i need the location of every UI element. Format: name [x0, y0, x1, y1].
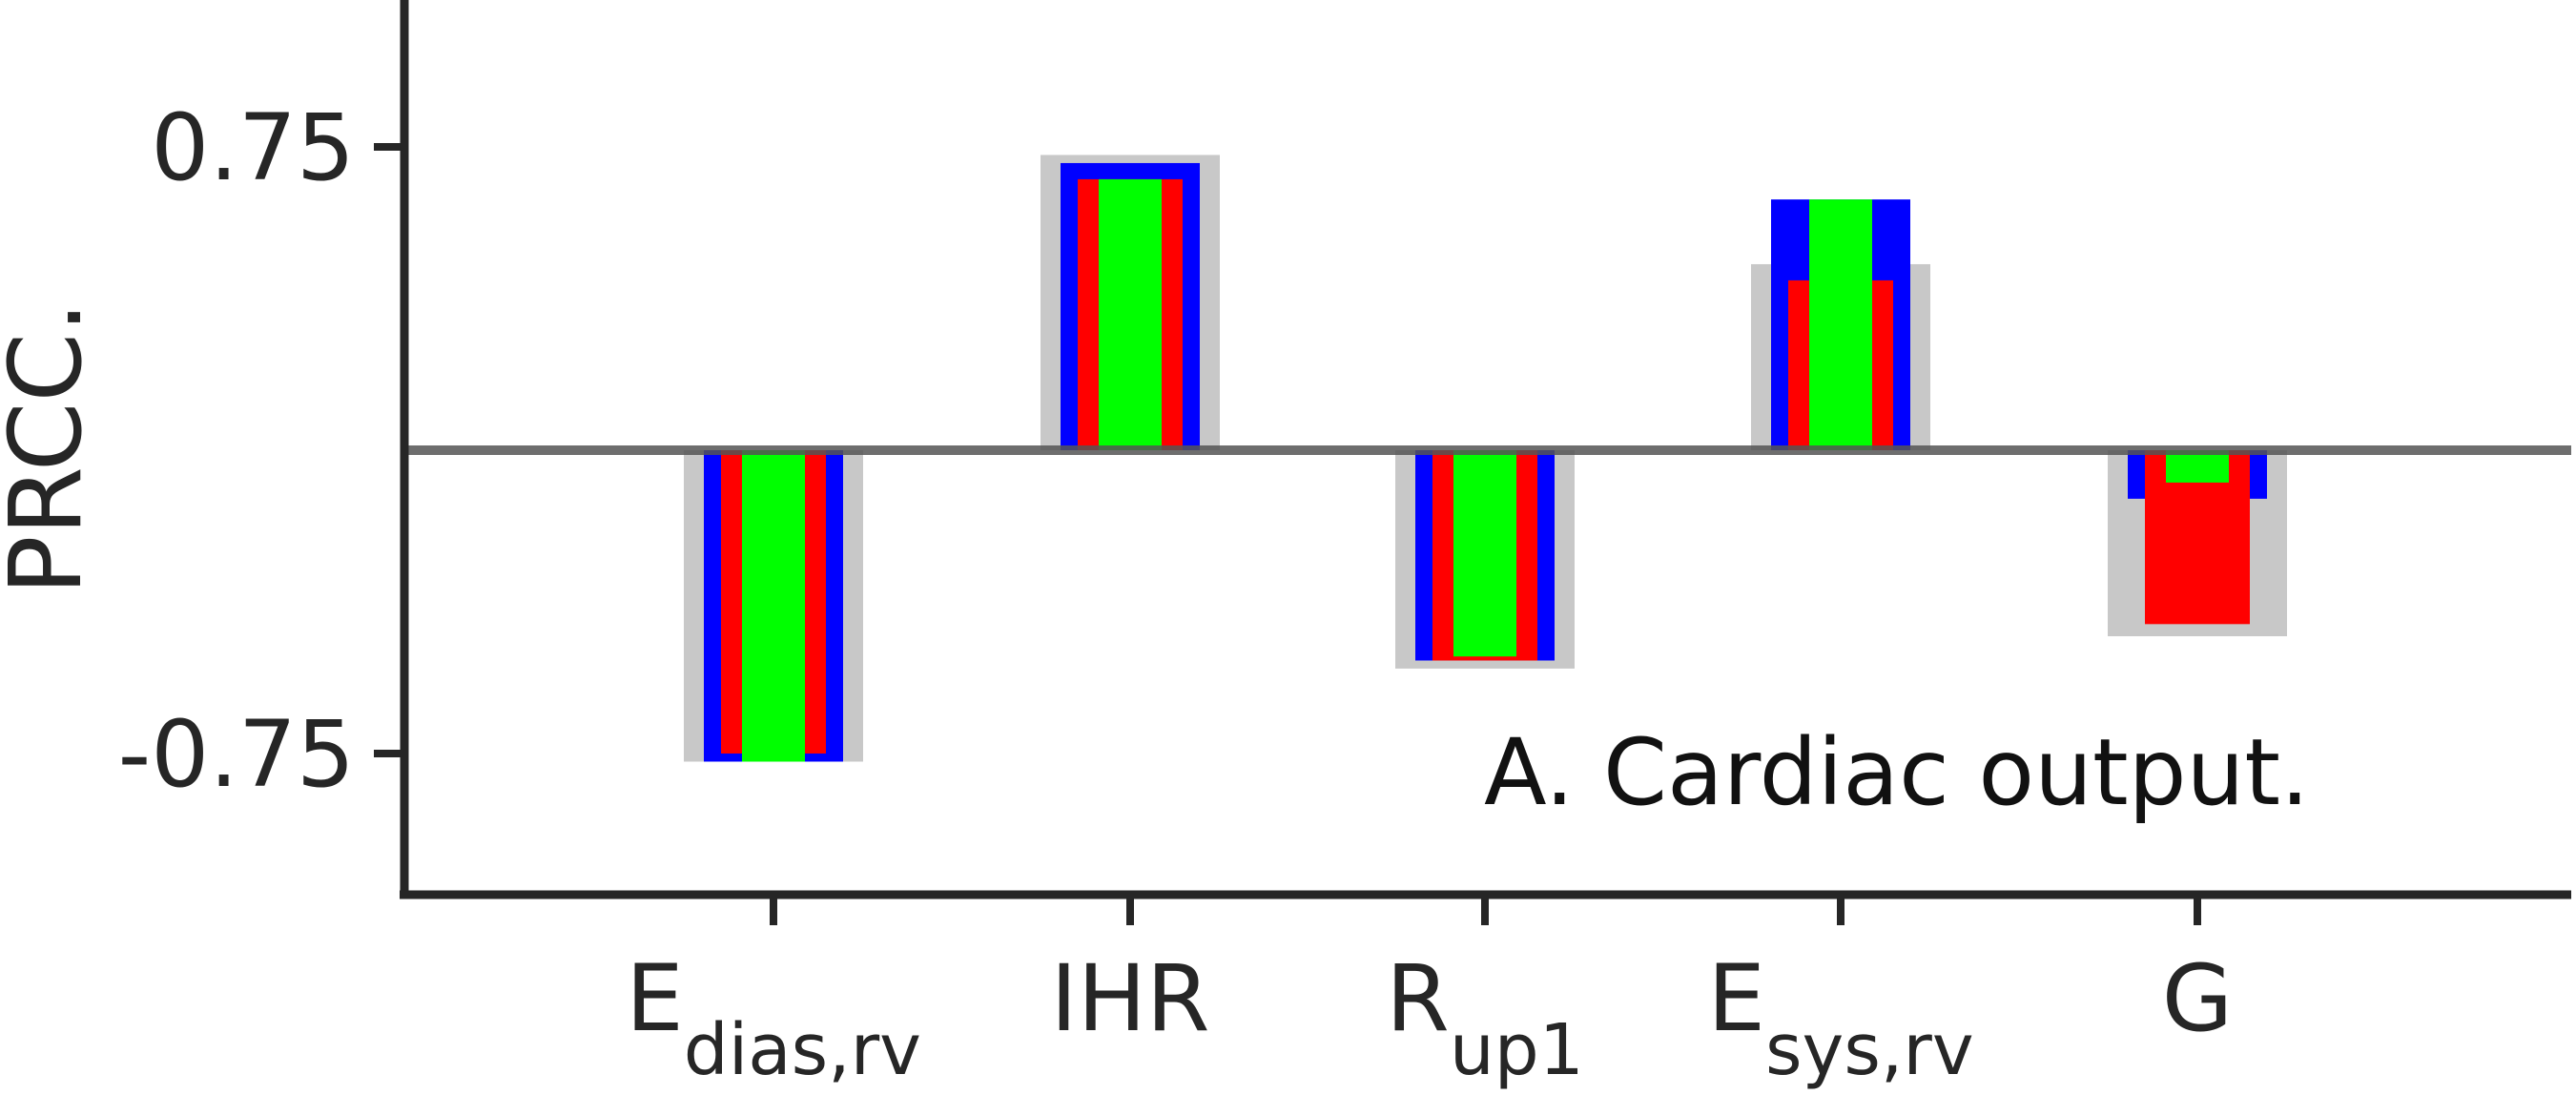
bar-series-3-cat-2	[1453, 450, 1516, 657]
y-ticks-layer: 0.75 -0.75	[118, 94, 401, 808]
chart-annotation: A. Cardiac output.	[1484, 719, 2310, 826]
y-tick-label: -0.75	[118, 701, 355, 808]
bar-series-3-cat-1	[1099, 178, 1162, 451]
x-tick-label: Edias,rv	[626, 945, 921, 1091]
bar-series-3-cat-4	[2166, 450, 2229, 483]
x-tick-label: Rup1	[1386, 945, 1584, 1091]
y-tick-label: 0.75	[151, 94, 355, 201]
x-tick-label: Esys,rv	[1707, 945, 1973, 1091]
x-tick-label: IHR	[1050, 945, 1209, 1052]
x-tick-label: G	[2162, 945, 2233, 1052]
y-axis-label: PRCC.	[0, 301, 104, 595]
bars-layer	[684, 155, 2287, 762]
bar-series-3-cat-3	[1809, 199, 1872, 450]
bar-series-3-cat-0	[742, 450, 805, 762]
x-ticks-layer: Edias,rv IHR Rup1 Esys,rv G	[626, 899, 2233, 1091]
